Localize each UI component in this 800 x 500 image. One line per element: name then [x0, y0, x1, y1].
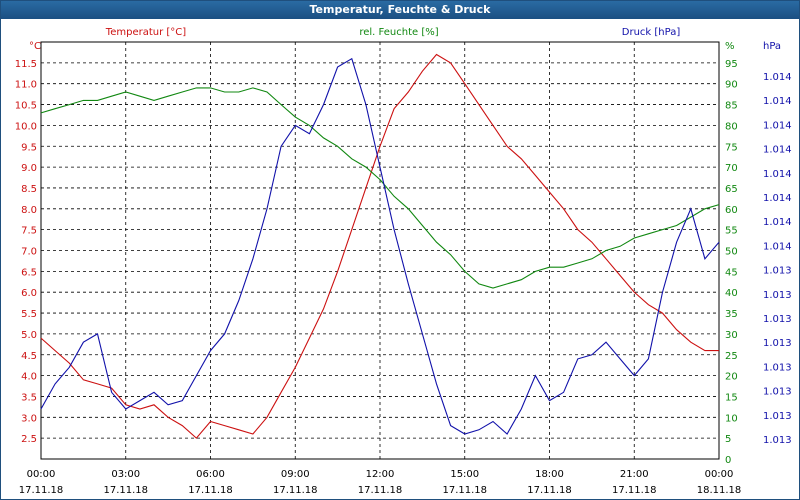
temp-tick-label: 4.0 [21, 372, 37, 383]
x-tick-time: 03:00 [111, 469, 140, 480]
x-tick-date: 17.11.18 [442, 485, 487, 496]
humidity-tick-label: 75 [725, 142, 738, 153]
humidity-tick-label: 15 [725, 392, 738, 403]
temp-tick-label: 10.5 [15, 101, 37, 112]
temp-tick-label: 8.0 [21, 205, 37, 216]
pressure-tick-label: 1.014 [763, 193, 792, 204]
pressure-tick-label: 1.014 [763, 96, 792, 107]
x-tick-time: 15:00 [450, 469, 479, 480]
pressure-tick-label: 1.014 [763, 145, 792, 156]
humidity-tick-label: 45 [725, 267, 738, 278]
plot-border [40, 41, 720, 460]
humidity-tick-label: 95 [725, 59, 738, 70]
humidity-tick-label: 50 [725, 247, 738, 258]
pressure-tick-label: 1.013 [763, 338, 792, 349]
humidity-tick-label: 5 [725, 434, 731, 445]
pressure-tick-label: 1.014 [763, 169, 792, 180]
temp-tick-label: 7.5 [21, 226, 37, 237]
pressure-tick-label: 1.013 [763, 411, 792, 422]
pressure-tick-label: 1.013 [763, 387, 792, 398]
humidity-tick-label: 30 [725, 330, 738, 341]
temp-tick-label: 8.5 [21, 184, 37, 195]
humidity-axis-title: rel. Feuchte [%] [359, 27, 438, 38]
temp-tick-label: 6.0 [21, 288, 37, 299]
temp-tick-label: 9.0 [21, 163, 37, 174]
humidity-tick-label: 20 [725, 372, 738, 383]
pressure-tick-label: 1.013 [763, 290, 792, 301]
x-tick-date: 18.11.18 [697, 485, 742, 496]
pressure-tick-label: 1.014 [763, 217, 792, 228]
temp-tick-label: 5.5 [21, 309, 37, 320]
x-tick-time: 12:00 [366, 469, 395, 480]
x-tick-time: 21:00 [620, 469, 649, 480]
temp-tick-label: 11.5 [15, 59, 37, 70]
humidity-tick-label: 85 [725, 101, 738, 112]
x-tick-time: 18:00 [535, 469, 564, 480]
temp-tick-label: 7.0 [21, 247, 37, 258]
humidity-tick-label: 70 [725, 163, 738, 174]
temp-unit-label: °C [29, 41, 41, 52]
temp-tick-label: 3.0 [21, 413, 37, 424]
humidity-tick-label: 25 [725, 351, 738, 362]
temp-tick-label: 5.0 [21, 330, 37, 341]
temp-tick-label: 2.5 [21, 434, 37, 445]
humidity-tick-label: 0 [725, 455, 731, 466]
pressure-tick-label: 1.013 [763, 266, 792, 277]
x-tick-date: 17.11.18 [188, 485, 233, 496]
pressure-axis-title: Druck [hPa] [622, 27, 681, 38]
temp-tick-label: 6.5 [21, 267, 37, 278]
series-line-humidity [40, 87, 720, 289]
humidity-tick-label: 35 [725, 309, 738, 320]
humidity-tick-label: 10 [725, 413, 738, 424]
temp-axis-title: Temperatur [°C] [105, 27, 186, 38]
humidity-tick-label: 40 [725, 288, 738, 299]
temp-tick-label: 11.0 [15, 80, 37, 91]
x-tick-time: 00:00 [705, 469, 734, 480]
humidity-tick-label: 60 [725, 205, 738, 216]
x-tick-date: 17.11.18 [273, 485, 318, 496]
pressure-unit-label: hPa [763, 41, 781, 52]
x-tick-date: 17.11.18 [19, 485, 64, 496]
x-tick-time: 06:00 [196, 469, 225, 480]
x-tick-time: 09:00 [281, 469, 310, 480]
series-line-pressure [40, 57, 720, 435]
humidity-tick-label: 90 [725, 80, 738, 91]
x-tick-time: 00:00 [27, 469, 56, 480]
pressure-tick-label: 1.013 [763, 314, 792, 325]
pressure-tick-label: 1.014 [763, 72, 792, 83]
temp-tick-label: 4.5 [21, 351, 37, 362]
temp-tick-label: 10.0 [15, 121, 37, 132]
humidity-unit-label: % [725, 41, 735, 52]
series-line-temperature [40, 53, 719, 439]
pressure-tick-label: 1.013 [763, 362, 792, 373]
pressure-tick-label: 1.013 [763, 435, 792, 446]
temp-tick-label: 9.5 [21, 142, 37, 153]
x-tick-date: 17.11.18 [103, 485, 148, 496]
humidity-tick-label: 65 [725, 184, 738, 195]
x-tick-date: 17.11.18 [612, 485, 657, 496]
pressure-tick-label: 1.014 [763, 241, 792, 252]
x-tick-date: 17.11.18 [527, 485, 572, 496]
humidity-tick-label: 80 [725, 121, 738, 132]
temp-tick-label: 3.5 [21, 392, 37, 403]
pressure-tick-label: 1.014 [763, 120, 792, 131]
x-tick-date: 17.11.18 [358, 485, 403, 496]
chart-title: Temperatur, Feuchte & Druck [1, 1, 799, 19]
humidity-tick-label: 55 [725, 226, 738, 237]
